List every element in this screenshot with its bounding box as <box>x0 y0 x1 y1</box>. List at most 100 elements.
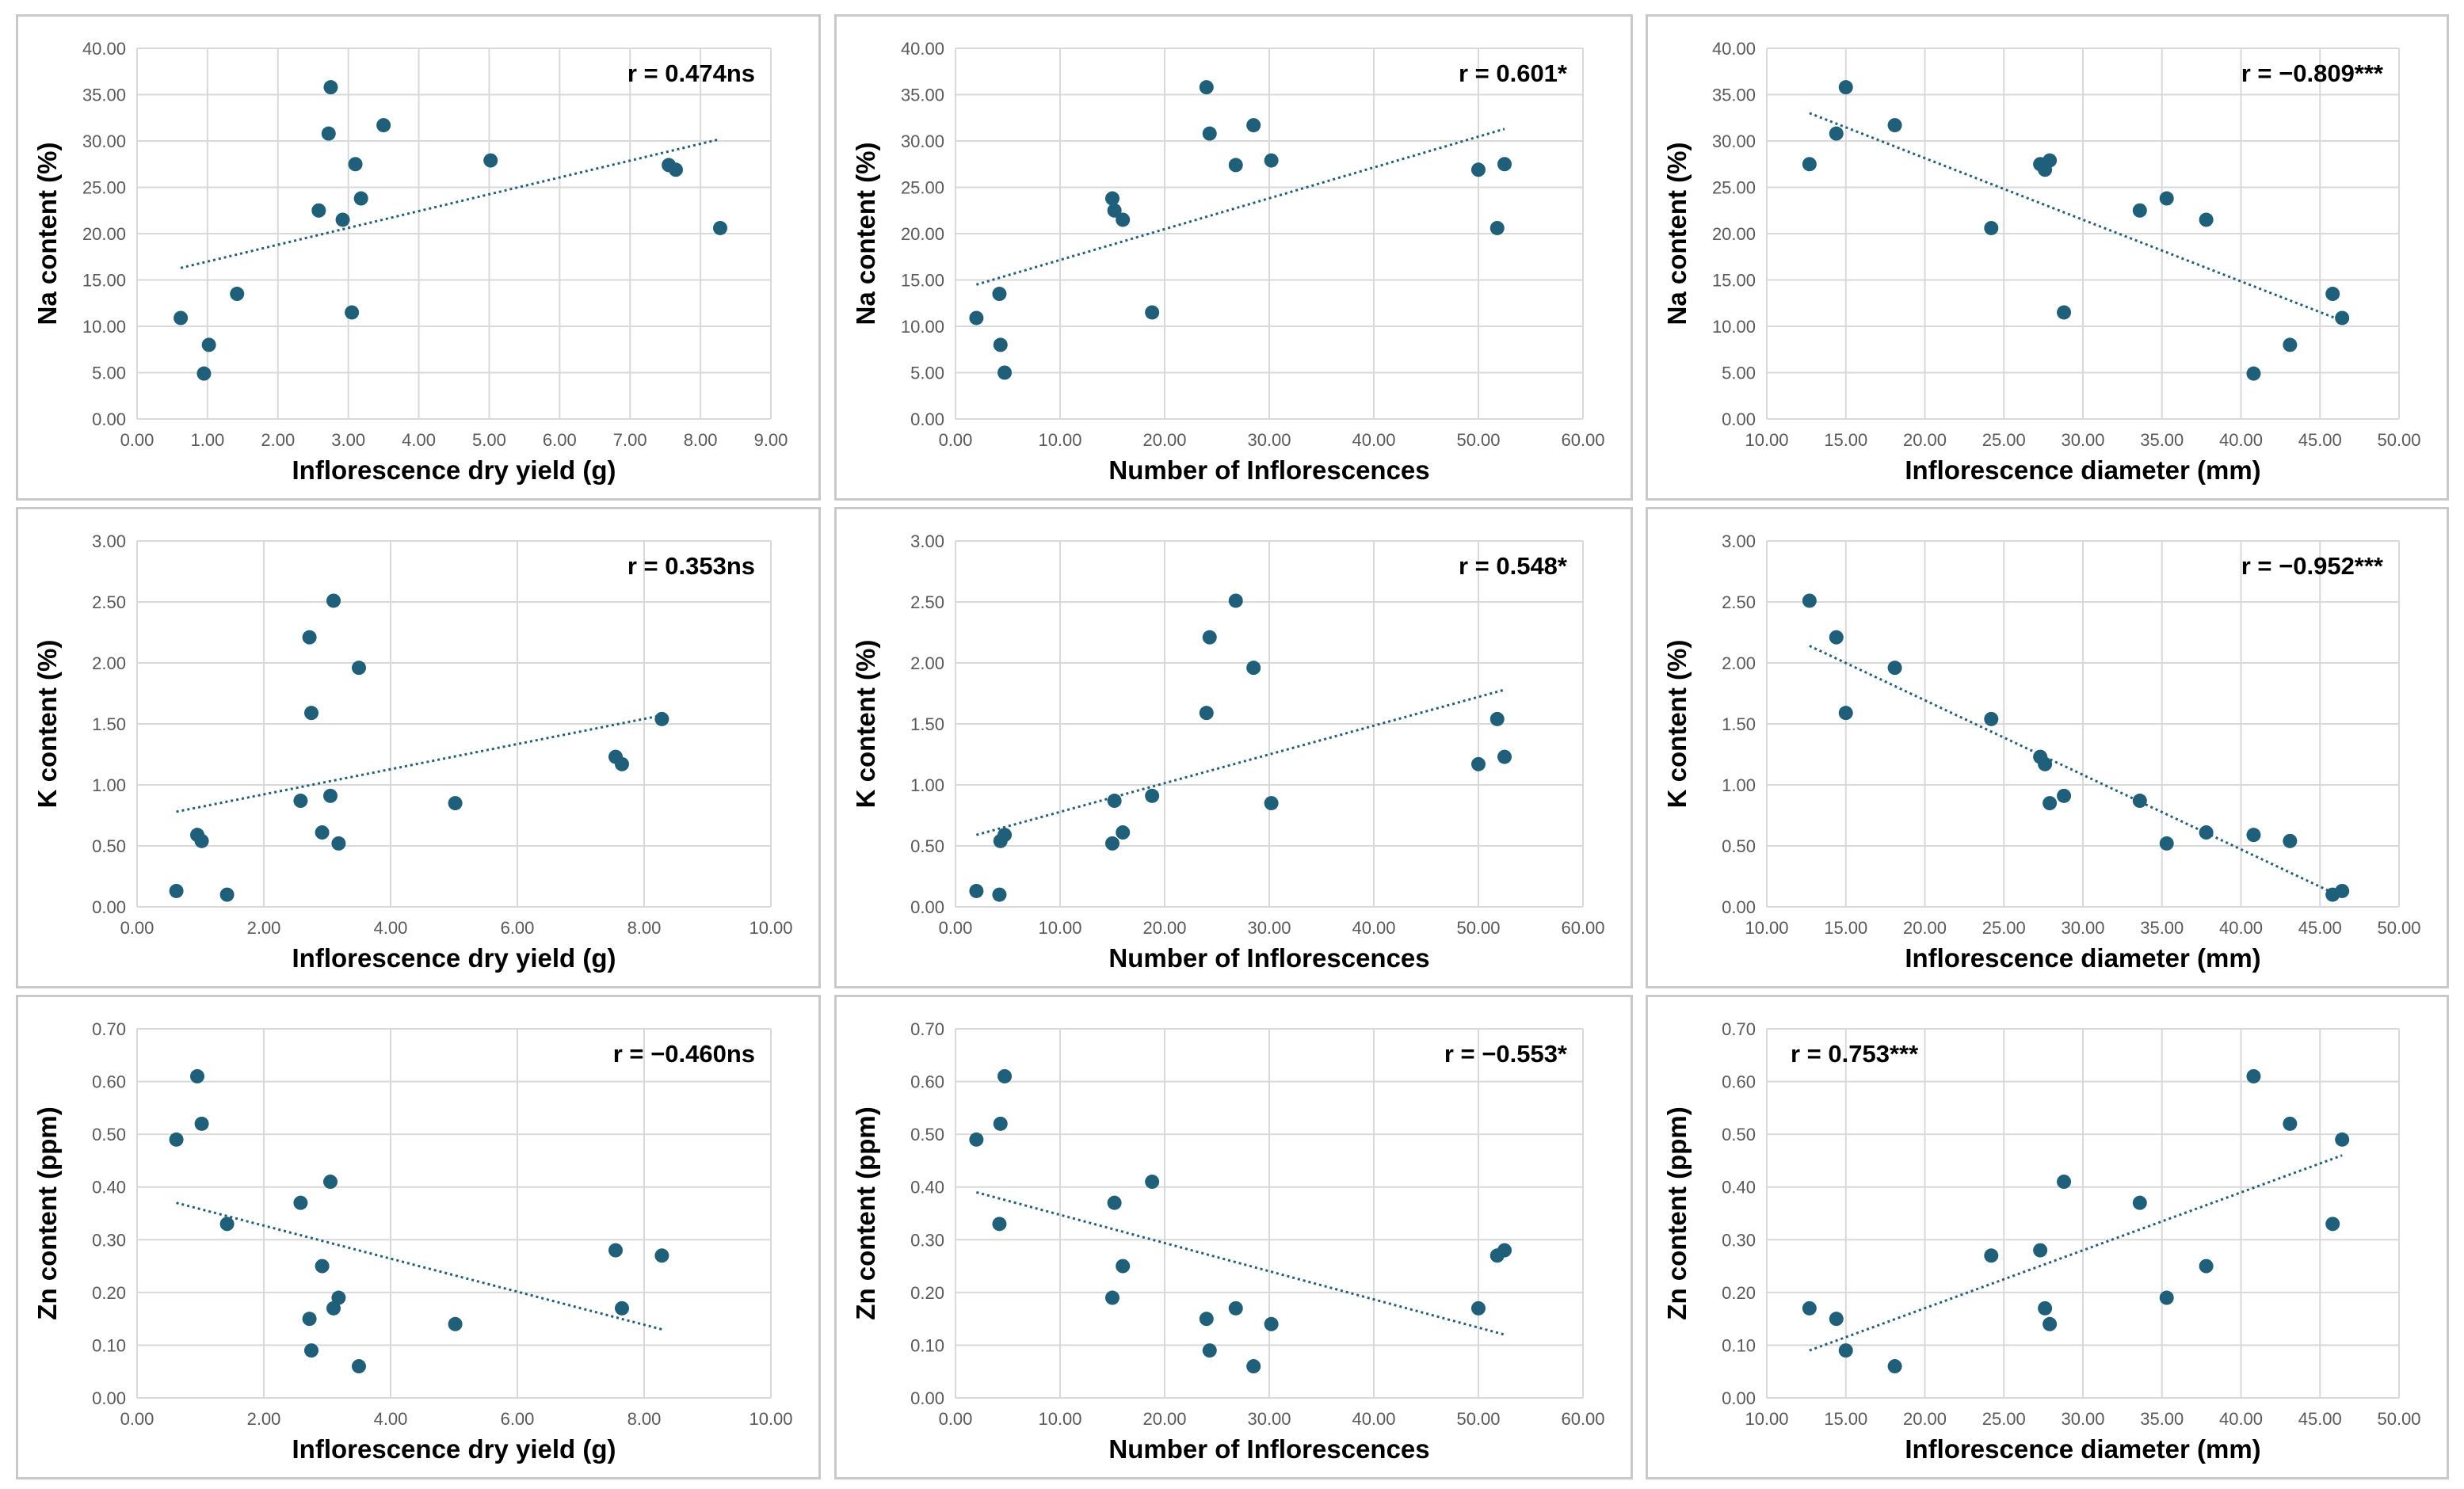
data-point <box>1116 212 1131 227</box>
x-tick-label: 10.00 <box>1745 430 1788 450</box>
data-point <box>2199 825 2214 840</box>
x-tick-label: 0.00 <box>939 1409 973 1429</box>
data-point <box>993 1116 1008 1131</box>
data-point <box>1984 711 1999 726</box>
y-axis-label: Zn content (ppm) <box>1662 1106 1692 1320</box>
scatter-panel: 0.00 5.00 10.00 15.00 20.00 25.00 30.00 35.00 40… <box>16 14 821 501</box>
data-point <box>2132 794 2147 809</box>
data-point <box>615 1300 629 1316</box>
x-tick-label: 4.00 <box>374 1409 408 1429</box>
data-point <box>323 80 338 95</box>
x-tick-label: 60.00 <box>1561 430 1604 450</box>
data-point <box>321 126 336 141</box>
y-tick-label: 1.50 <box>1722 714 1756 734</box>
data-point <box>1264 796 1279 811</box>
y-tick-label: 0.00 <box>92 409 126 429</box>
y-tick-label: 1.50 <box>92 714 126 734</box>
y-tick-label: 0.50 <box>92 1125 126 1144</box>
x-tick-label: 35.00 <box>2140 430 2184 450</box>
data-point <box>1471 756 1486 771</box>
x-tick-label: 20.00 <box>1903 430 1947 450</box>
y-tick-label: 0.50 <box>92 836 126 856</box>
data-point <box>2335 310 2350 326</box>
scatter-chart: 0.00 0.10 0.20 0.30 0.40 0.50 0.60 0.70 10.00 15.… <box>1662 1019 2421 1464</box>
y-axis-label: Na content (%) <box>1662 143 1692 326</box>
data-point <box>969 883 984 898</box>
data-point <box>615 756 629 771</box>
data-point <box>2325 287 2340 302</box>
data-point <box>194 1116 209 1131</box>
x-tick-label: 40.00 <box>1352 430 1395 450</box>
data-point <box>326 593 341 608</box>
data-point <box>345 305 360 320</box>
x-axis-label: Number of Inflorescences <box>1108 455 1429 485</box>
x-tick-label: 20.00 <box>1142 918 1186 938</box>
scatter-chart: 0.00 5.00 10.00 15.00 20.00 25.00 30.00 35.00 40… <box>1662 39 2421 485</box>
data-point <box>1887 118 1902 133</box>
data-point <box>2132 1195 2147 1210</box>
x-tick-label: 45.00 <box>2298 1409 2342 1429</box>
x-tick-label: 10.00 <box>1038 918 1081 938</box>
x-tick-label: 30.00 <box>2061 1409 2104 1429</box>
x-tick-label: 0.00 <box>939 430 973 450</box>
data-point <box>1202 126 1217 141</box>
y-tick-label: 0.20 <box>910 1283 944 1303</box>
data-point <box>1107 1195 1122 1210</box>
y-tick-label: 0.10 <box>910 1335 944 1355</box>
trend-line <box>976 688 1505 836</box>
data-point <box>1145 305 1160 320</box>
data-point <box>1145 1175 1160 1190</box>
x-tick-label: 2.00 <box>261 430 295 450</box>
y-axis-label: Zn content (ppm) <box>851 1106 880 1320</box>
y-tick-label: 10.00 <box>82 317 126 337</box>
y-tick-label: 20.00 <box>82 224 126 244</box>
data-point <box>969 310 984 326</box>
x-axis-label: Inflorescence dry yield (g) <box>292 1434 616 1464</box>
data-point <box>1107 203 1122 218</box>
data-point <box>311 203 326 218</box>
y-tick-label: 30.00 <box>901 131 944 151</box>
data-point <box>1887 661 1902 676</box>
y-tick-label: 3.00 <box>1722 531 1756 551</box>
x-tick-label: 25.00 <box>1982 430 2026 450</box>
x-axis-label: Inflorescence diameter (mm) <box>1905 1434 2260 1464</box>
data-point <box>353 191 368 206</box>
data-point <box>1802 157 1817 172</box>
data-point <box>654 1248 669 1263</box>
x-tick-label: 6.00 <box>501 1409 535 1429</box>
x-tick-label: 45.00 <box>2298 918 2342 938</box>
data-point <box>169 883 184 898</box>
data-point <box>1887 1359 1902 1374</box>
trend-line <box>1809 645 2343 899</box>
y-axis-label: K content (%) <box>851 640 880 809</box>
y-tick-label: 15.00 <box>901 271 944 291</box>
x-tick-label: 35.00 <box>2140 1409 2184 1429</box>
scatter-chart: 0.00 0.10 0.20 0.30 0.40 0.50 0.60 0.70 0.00 10.0… <box>851 1019 1605 1464</box>
data-point <box>194 833 209 848</box>
data-point <box>1838 706 1853 721</box>
trend-line <box>975 128 1505 286</box>
y-tick-label: 0.00 <box>1722 897 1756 917</box>
scatter-panel: 0.00 0.50 1.00 1.50 2.00 2.50 3.00 10.00 15.00 20… <box>1646 507 2449 988</box>
y-tick-label: 15.00 <box>1712 271 1756 291</box>
x-tick-label: 40.00 <box>2219 430 2263 450</box>
y-tick-label: 2.50 <box>910 592 944 612</box>
data-point <box>1107 794 1122 809</box>
data-point <box>190 1068 204 1083</box>
x-tick-label: 60.00 <box>1561 918 1604 938</box>
y-tick-label: 2.50 <box>92 592 126 612</box>
x-tick-label: 50.00 <box>1456 1409 1500 1429</box>
data-point <box>315 1259 330 1274</box>
y-tick-label: 0.30 <box>92 1230 126 1250</box>
x-tick-label: 60.00 <box>1561 1409 1604 1429</box>
x-tick-label: 50.00 <box>1456 918 1500 938</box>
x-tick-label: 10.00 <box>1745 1409 1788 1429</box>
y-tick-label: 0.40 <box>1722 1178 1756 1198</box>
y-tick-label: 30.00 <box>82 131 126 151</box>
correlation-annotation: r = 0.548* <box>1459 552 1568 580</box>
data-point <box>1246 661 1261 676</box>
data-point <box>713 220 727 235</box>
x-tick-label: 30.00 <box>1247 1409 1291 1429</box>
data-point <box>997 1068 1013 1083</box>
y-tick-label: 2.00 <box>92 653 126 673</box>
